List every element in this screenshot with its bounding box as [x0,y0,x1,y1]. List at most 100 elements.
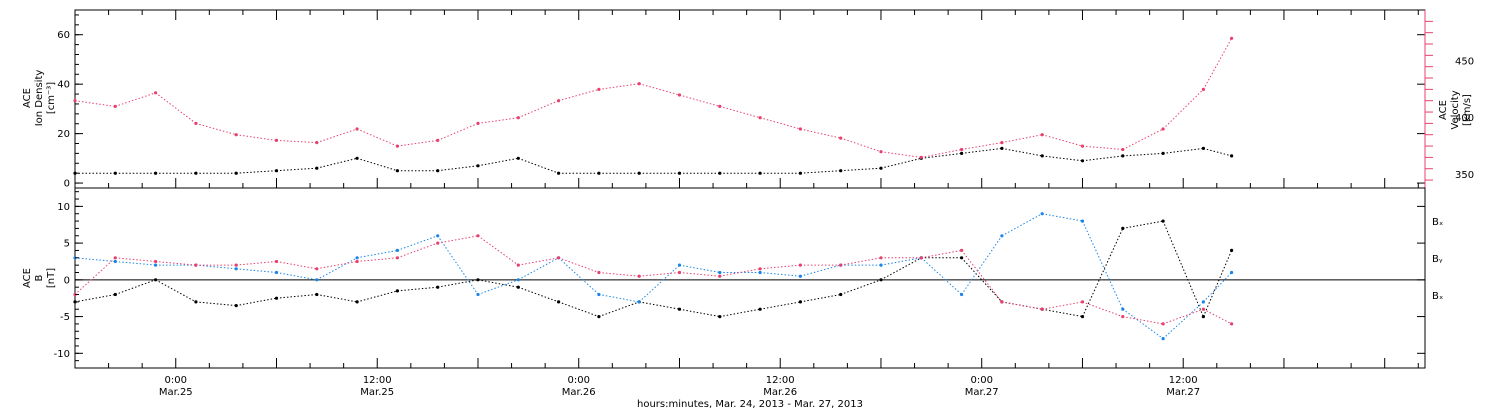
bz-segment [357,257,398,262]
panel2-frame [74,187,1426,369]
b-tick-label: 5 [64,239,70,250]
bx-segment [155,279,197,303]
bz-segment [397,242,438,259]
by-segment [397,235,438,251]
velocity-point [234,133,238,137]
velocity-segment [74,100,116,107]
bz-segment [276,261,317,270]
velocity-label-line-3: [km/s] [1462,94,1473,126]
bz-segment [1122,316,1164,325]
velocity-segment [437,122,479,141]
time-axis: 0:00Mar.2512:00Mar.250:00Mar.2612:00Mar.… [74,10,1419,398]
by-segment [920,257,962,295]
date-tick-label: Mar.27 [965,387,999,398]
by-segment [1162,301,1204,339]
by-segment [195,264,237,270]
velocity-segment [880,151,922,158]
bz-segment [598,272,640,277]
bx-segment [719,308,761,318]
by-segment [558,257,600,295]
ion-density-segment [1163,147,1204,154]
ion-density-segment [800,170,841,174]
velocity-segment [921,149,962,158]
density-tick-label: 40 [57,80,70,91]
ion-density-point [234,171,238,175]
b-tick-label: 10 [57,202,70,213]
bz-segment [1042,301,1083,310]
bx-segment [1001,301,1043,310]
bx-segment [1122,220,1164,229]
b-field-label-line-1: ACE [22,268,33,288]
velocity-segment [397,139,438,147]
by-segment [1042,213,1083,222]
velocity-point [1040,133,1044,137]
ion-density-segment [1082,155,1123,162]
velocity-segment [1082,145,1123,150]
ion-density-series [73,146,1234,175]
by-segment [638,264,680,303]
bz-segment [921,249,962,259]
bz-point [234,263,238,267]
velocity-segment [961,142,1002,150]
ion-density-segment [477,157,519,167]
bz-segment [558,257,600,273]
b-tick-label: 0 [64,275,70,286]
bx-segment [840,279,882,295]
density-tick-label: 0 [64,179,70,190]
bz-segment [236,261,277,266]
ion-density-segment [961,147,1002,154]
bx-segment [1082,228,1124,317]
by-segment [357,249,398,259]
velocity-segment [679,94,720,107]
bz-segment [437,235,479,244]
bx-segment [356,290,398,303]
ion-density-segment [1203,147,1232,157]
velocity-segment [477,117,519,124]
by-segment [1203,272,1232,303]
by-segment [74,257,116,262]
by-segment [760,272,801,277]
by-segment [1122,308,1164,340]
by-segment [598,294,640,303]
bz-segment [1001,301,1043,310]
velocity-segment [1162,89,1204,130]
date-tick-label: Mar.26 [763,387,797,398]
ion-density-label-line-1: ACE [22,88,33,108]
velocity-segment [316,128,358,144]
bx-series [73,219,1234,319]
by-point [1040,212,1044,216]
by-segment [437,235,479,295]
bx-segment [115,279,156,295]
bx-segment [598,301,640,318]
velocity-segment [115,92,156,107]
density-tick-label: 20 [57,129,70,140]
by-segment [800,264,841,277]
time-tick-label: 12:00 [766,375,795,386]
velocity-segment [236,134,277,141]
bz-segment [1082,301,1123,318]
ion-density-segment [276,167,317,172]
velocity-label-line-2: Velocity [1450,90,1461,129]
bz-segment [115,257,156,262]
b-field-label-line-2: B [34,274,45,281]
by-segment [679,264,720,273]
bx-segment [477,279,519,288]
bx-segment [397,286,438,292]
date-tick-label: Mar.27 [1166,387,1200,398]
bz-segment [74,257,116,295]
b-tick-label: -5 [60,312,70,323]
bz-segment [679,272,720,277]
velocity-segment [195,122,237,136]
ion-density-point [355,156,359,160]
ion-density-segment [1001,147,1043,157]
by-segment [961,235,1003,295]
date-tick-label: Mar.25 [360,387,394,398]
ion-density-segment [840,167,882,172]
velocity-segment [840,137,882,153]
ion-density-segment [880,157,922,169]
b-tick-label: -10 [54,349,70,360]
velocity-series [73,36,1234,159]
velocity-segment [800,128,841,139]
bx-segment [679,308,720,318]
b-field-label-line-3: [nT] [46,268,57,288]
